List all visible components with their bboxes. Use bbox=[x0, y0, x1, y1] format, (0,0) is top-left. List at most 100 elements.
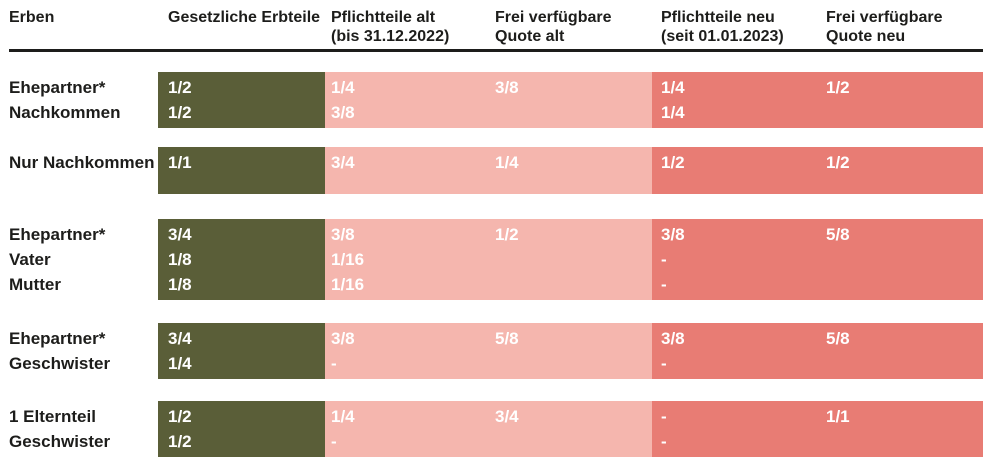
heir-label: Mutter bbox=[9, 275, 61, 294]
cell-frei-verfuegbare-quote-neu: 5/8 bbox=[815, 323, 983, 379]
cell-pflichtteile-neu: -- bbox=[652, 401, 815, 457]
column-header-pflichtteile-alt: Pflichtteile alt (bis 31.12.2022) bbox=[325, 8, 490, 46]
cell-frei-verfuegbare-quote-neu: 5/8 bbox=[815, 219, 983, 300]
fraction-value: - bbox=[331, 354, 337, 373]
header-line: (seit 01.01.2023) bbox=[661, 28, 784, 45]
fraction-value: 3/8 bbox=[495, 78, 519, 97]
cell-gesetzliche-erbteile: 3/4 1/8 1/8 bbox=[158, 219, 325, 300]
fraction-value: - bbox=[331, 432, 337, 451]
fraction-value: 1/4 bbox=[331, 407, 355, 426]
table-body: Ehepartner* Nachkommen 1/2 1/2 1/4 3/8 3/8 1/4 1… bbox=[9, 72, 983, 457]
fraction-value: 1/4 bbox=[168, 354, 192, 373]
cell-frei-verfuegbare-quote-alt: 3/8 bbox=[490, 72, 652, 128]
header-line: Gesetzliche Erbteile bbox=[168, 9, 321, 26]
heir-labels: Ehepartner* Nachkommen bbox=[9, 72, 158, 128]
cell-pflichtteile-neu: 1/4 1/4 bbox=[652, 72, 815, 128]
heir-label: Ehepartner* bbox=[9, 225, 106, 244]
fraction-value: - bbox=[661, 354, 667, 373]
cell-frei-verfuegbare-quote-neu: 1/2 bbox=[815, 72, 983, 128]
fraction-value: - bbox=[661, 407, 667, 426]
cell-gesetzliche-erbteile: 1/1 bbox=[158, 147, 325, 194]
heir-label: Ehepartner* bbox=[9, 78, 106, 97]
table-row-group: 1 Elternteil Geschwister 1/2 1/2 1/4-3/4- -1/… bbox=[9, 401, 983, 457]
table-row-group: Ehepartner* Vater Mutter 3/4 1/8 1/8 3/8 1/16 1/… bbox=[9, 219, 983, 300]
fraction-value: 1/16 bbox=[331, 250, 365, 269]
heir-label: Geschwister bbox=[9, 354, 111, 373]
fraction-value: - bbox=[661, 275, 667, 294]
heir-label: Vater bbox=[9, 250, 51, 269]
header-line: (bis 31.12.2022) bbox=[331, 28, 450, 45]
heir-label: Ehepartner* bbox=[9, 329, 106, 348]
heir-label: 1 Elternteil bbox=[9, 407, 96, 426]
fraction-value: 3/4 bbox=[495, 407, 519, 426]
cell-frei-verfuegbare-quote-alt: 5/8 bbox=[490, 323, 652, 379]
cell-pflichtteile-neu: 3/8 - - bbox=[652, 219, 815, 300]
fraction-value: 5/8 bbox=[826, 225, 850, 244]
fraction-value: 3/8 bbox=[331, 103, 355, 122]
fraction-value: - bbox=[661, 432, 667, 451]
table-header: Erben Gesetzliche Erbteile Pflichtteile … bbox=[9, 8, 983, 52]
fraction-value: 1/2 bbox=[661, 153, 685, 172]
header-line: Pflichtteile alt bbox=[331, 9, 436, 26]
heir-labels: 1 Elternteil Geschwister bbox=[9, 401, 158, 457]
header-line: Quote alt bbox=[495, 28, 565, 45]
fraction-value: 1/2 bbox=[168, 78, 192, 97]
heir-labels: Nur Nachkommen bbox=[9, 147, 158, 194]
fraction-value: 1/2 bbox=[168, 432, 192, 451]
cell-pflichtteile-alt: 3/8 1/16 1/16 bbox=[325, 219, 490, 300]
fraction-value: 1/8 bbox=[168, 275, 192, 294]
table-row-group: Nur Nachkommen 1/1 3/4 1/4 1/2 1/2 bbox=[9, 147, 983, 194]
cell-frei-verfuegbare-quote-alt: 1/2 bbox=[490, 219, 652, 300]
cell-pflichtteile-alt: 1/4 3/8 bbox=[325, 72, 490, 128]
column-header-pflichtteile-neu: Pflichtteile neu (seit 01.01.2023) bbox=[652, 8, 815, 46]
heir-label: Geschwister bbox=[9, 432, 111, 451]
fraction-value: 1/4 bbox=[331, 78, 355, 97]
fraction-value: 3/8 bbox=[331, 225, 355, 244]
fraction-value: 1/1 bbox=[826, 407, 850, 426]
heir-labels: Ehepartner* Vater Mutter bbox=[9, 219, 158, 300]
table-row-group: Ehepartner* Nachkommen 1/2 1/2 1/4 3/8 3/8 1/4 1… bbox=[9, 72, 983, 128]
cell-gesetzliche-erbteile: 1/2 1/2 bbox=[158, 401, 325, 457]
cell-pflichtteile-neu: 1/2 bbox=[652, 147, 815, 194]
cell-gesetzliche-erbteile: 3/4 1/4 bbox=[158, 323, 325, 379]
cell-pflichtteile-alt: 3/4 bbox=[325, 147, 490, 194]
heir-label: Nur Nachkommen bbox=[9, 153, 155, 172]
cell-pflichtteile-neu: 3/8 - bbox=[652, 323, 815, 379]
fraction-value: 1/1 bbox=[168, 153, 192, 172]
cell-frei-verfuegbare-quote-neu: 1/2 bbox=[815, 147, 983, 194]
header-line: Frei verfügbare bbox=[495, 9, 612, 26]
fraction-value: 1/2 bbox=[826, 78, 850, 97]
cell-pflichtteile-alt: 1/4 - bbox=[325, 401, 490, 457]
fraction-value: 1/4 bbox=[661, 78, 685, 97]
fraction-value: 1/16 bbox=[331, 275, 365, 294]
fraction-value: 3/8 bbox=[661, 225, 685, 244]
cell-pflichtteile-alt: 3/8 - bbox=[325, 323, 490, 379]
fraction-value: 3/4 bbox=[168, 329, 192, 348]
cell-frei-verfuegbare-quote-neu: 1/1 bbox=[815, 401, 983, 457]
header-line: Quote neu bbox=[826, 28, 906, 45]
fraction-value: 1/2 bbox=[826, 153, 850, 172]
header-line: Pflichtteile neu bbox=[661, 9, 775, 26]
fraction-value: 3/8 bbox=[331, 329, 355, 348]
fraction-value: - bbox=[661, 250, 667, 269]
fraction-value: 5/8 bbox=[826, 329, 850, 348]
header-line: Erben bbox=[9, 9, 55, 26]
cell-frei-verfuegbare-quote-alt: 1/4 bbox=[490, 147, 652, 194]
fraction-value: 1/2 bbox=[168, 103, 192, 122]
fraction-value: 1/8 bbox=[168, 250, 192, 269]
heir-label: Nachkommen bbox=[9, 103, 121, 122]
heir-labels: Ehepartner* Geschwister bbox=[9, 323, 158, 379]
column-header-gesetzliche-erbteile: Gesetzliche Erbteile bbox=[158, 8, 325, 27]
column-header-erben: Erben bbox=[9, 8, 158, 27]
cell-frei-verfuegbare-quote-alt: 3/4 bbox=[490, 401, 652, 457]
fraction-value: 1/4 bbox=[661, 103, 685, 122]
header-line: Frei verfügbare bbox=[826, 9, 943, 26]
fraction-value: 3/8 bbox=[661, 329, 685, 348]
fraction-value: 1/2 bbox=[168, 407, 192, 426]
fraction-value: 1/4 bbox=[495, 153, 519, 172]
column-header-frei-verfuegbare-quote-neu: Frei verfügbare Quote neu bbox=[815, 8, 983, 46]
cell-gesetzliche-erbteile: 1/2 1/2 bbox=[158, 72, 325, 128]
table-row-group: Ehepartner* Geschwister 3/4 1/4 3/8-5/8 3/8-5… bbox=[9, 323, 983, 379]
fraction-value: 3/4 bbox=[168, 225, 192, 244]
